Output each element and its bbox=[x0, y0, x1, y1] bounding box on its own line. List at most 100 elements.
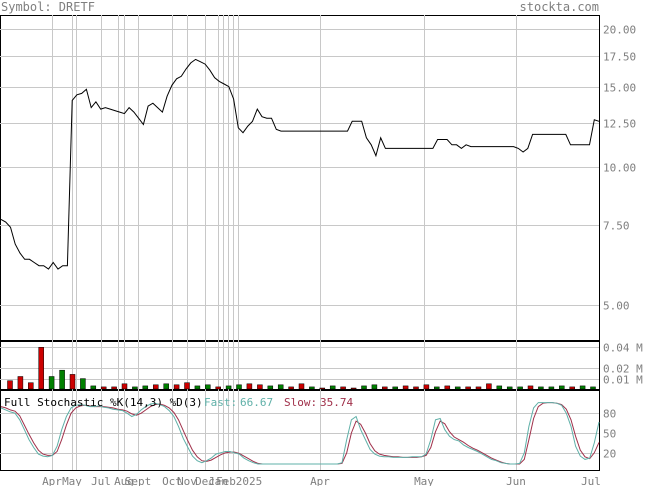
volume-bar bbox=[569, 386, 575, 390]
volume-bar bbox=[434, 386, 440, 390]
volume-bar bbox=[465, 386, 471, 390]
volume-bar bbox=[517, 386, 523, 390]
price-pane bbox=[0, 15, 600, 341]
stochastic-tick-label: 80 bbox=[603, 408, 616, 421]
volume-bar bbox=[121, 383, 128, 390]
price-tick-label: 12.50 bbox=[603, 118, 636, 131]
volume-bar bbox=[371, 384, 378, 390]
price-line bbox=[0, 58, 600, 270]
symbol-label: Symbol: DRETF bbox=[1, 0, 95, 14]
volume-bar bbox=[90, 385, 97, 390]
fast-line bbox=[0, 402, 600, 465]
date-tick-label: Jul bbox=[581, 475, 601, 486]
volume-bar bbox=[215, 386, 221, 390]
date-tick-label: Nov bbox=[177, 475, 197, 486]
volume-bar bbox=[132, 386, 138, 390]
stochastic-tick-label: 20 bbox=[603, 448, 616, 461]
price-tick-label: 10.00 bbox=[603, 162, 636, 175]
volume-bar bbox=[163, 383, 169, 390]
volume-bar bbox=[7, 380, 13, 390]
volume-bar bbox=[538, 386, 544, 390]
volume-bar bbox=[382, 386, 388, 390]
volume-tick-label: 0.04 M bbox=[603, 342, 643, 355]
volume-bar bbox=[340, 386, 346, 390]
fast-value: 66.67 bbox=[240, 396, 273, 409]
volume-pane bbox=[0, 341, 600, 390]
volume-bar bbox=[496, 385, 503, 390]
volume-bar bbox=[111, 386, 117, 390]
volume-bar bbox=[319, 387, 326, 390]
volume-bar bbox=[413, 386, 419, 390]
fast-label: Fast: bbox=[204, 396, 237, 409]
volume-bar bbox=[559, 385, 565, 390]
volume-bar bbox=[392, 386, 398, 390]
date-tick-label: Jan bbox=[208, 475, 228, 486]
stochastic-series bbox=[0, 402, 600, 465]
volume-bar bbox=[142, 385, 149, 390]
volume-bar bbox=[28, 382, 34, 390]
volume-bar bbox=[267, 385, 274, 390]
volume-bar bbox=[153, 384, 159, 390]
slow-label: Slow: bbox=[284, 396, 317, 409]
price-tick-label: 20.00 bbox=[603, 24, 636, 37]
volume-bar bbox=[475, 386, 482, 390]
volume-bar bbox=[350, 387, 357, 390]
volume-bar bbox=[59, 369, 65, 390]
date-tick-label: Sept bbox=[125, 475, 152, 486]
grid-lines bbox=[0, 15, 599, 470]
date-tick-label: Apr bbox=[310, 475, 330, 486]
volume-bar bbox=[454, 386, 461, 390]
volume-bar bbox=[257, 384, 263, 390]
volume-bar bbox=[277, 384, 284, 390]
volume-bar bbox=[80, 378, 86, 390]
date-tick-label: Aug bbox=[114, 475, 134, 486]
volume-bar bbox=[205, 384, 211, 390]
volume-tick-label: 0.02 M bbox=[603, 363, 643, 376]
volume-bar bbox=[100, 386, 107, 390]
volume-bar bbox=[288, 386, 294, 390]
date-tick-label: May bbox=[62, 475, 82, 486]
volume-bar bbox=[184, 382, 190, 390]
slow-value: 35.74 bbox=[320, 396, 353, 409]
volume-bar bbox=[329, 385, 336, 390]
volume-bar bbox=[590, 386, 596, 390]
price-axis: 20.00 17.50 15.00 12.50 10.00 7.50 5.00 bbox=[603, 24, 636, 313]
volume-bar bbox=[402, 385, 409, 390]
volume-tick-label: 0.01 M bbox=[603, 374, 643, 387]
volume-bar bbox=[38, 347, 44, 390]
price-series bbox=[0, 58, 600, 270]
volume-bar bbox=[444, 385, 451, 390]
volume-bars bbox=[7, 347, 596, 390]
price-tick-label: 5.00 bbox=[603, 300, 630, 313]
volume-bar bbox=[506, 386, 513, 390]
brand-label: stockta.com bbox=[519, 0, 599, 14]
volume-bar bbox=[69, 374, 76, 390]
date-tick-label: 2025 bbox=[236, 475, 263, 486]
volume-axis: 0.04 M 0.02 M0.01 M bbox=[603, 342, 643, 387]
date-tick-label: Oct bbox=[162, 475, 182, 486]
volume-bar bbox=[173, 384, 180, 390]
volume-bar bbox=[17, 376, 24, 390]
volume-bar bbox=[423, 384, 430, 390]
volume-bar bbox=[298, 383, 305, 390]
price-tick-label: 7.50 bbox=[603, 220, 630, 233]
volume-bar bbox=[48, 376, 55, 390]
volume-bar bbox=[225, 385, 232, 390]
date-tick-label: May bbox=[414, 475, 434, 486]
volume-bar bbox=[527, 385, 534, 390]
stochastic-pane bbox=[0, 390, 600, 471]
price-tick-label: 17.50 bbox=[603, 51, 636, 64]
date-tick-label: Apr bbox=[42, 475, 62, 486]
volume-bar bbox=[194, 385, 201, 390]
date-tick-label: Jul bbox=[91, 475, 111, 486]
volume-bar bbox=[246, 383, 253, 390]
volume-bar bbox=[548, 386, 555, 390]
date-tick-label: Feb bbox=[216, 475, 236, 486]
price-tick-label: 15.00 bbox=[603, 82, 636, 95]
stochastic-title: Full Stochastic %K(14,3) %D(3) bbox=[4, 396, 203, 409]
date-tick-label: Dec bbox=[195, 475, 215, 486]
stochastic-axis: 80 50 20 bbox=[603, 408, 616, 461]
volume-bar bbox=[236, 384, 242, 390]
